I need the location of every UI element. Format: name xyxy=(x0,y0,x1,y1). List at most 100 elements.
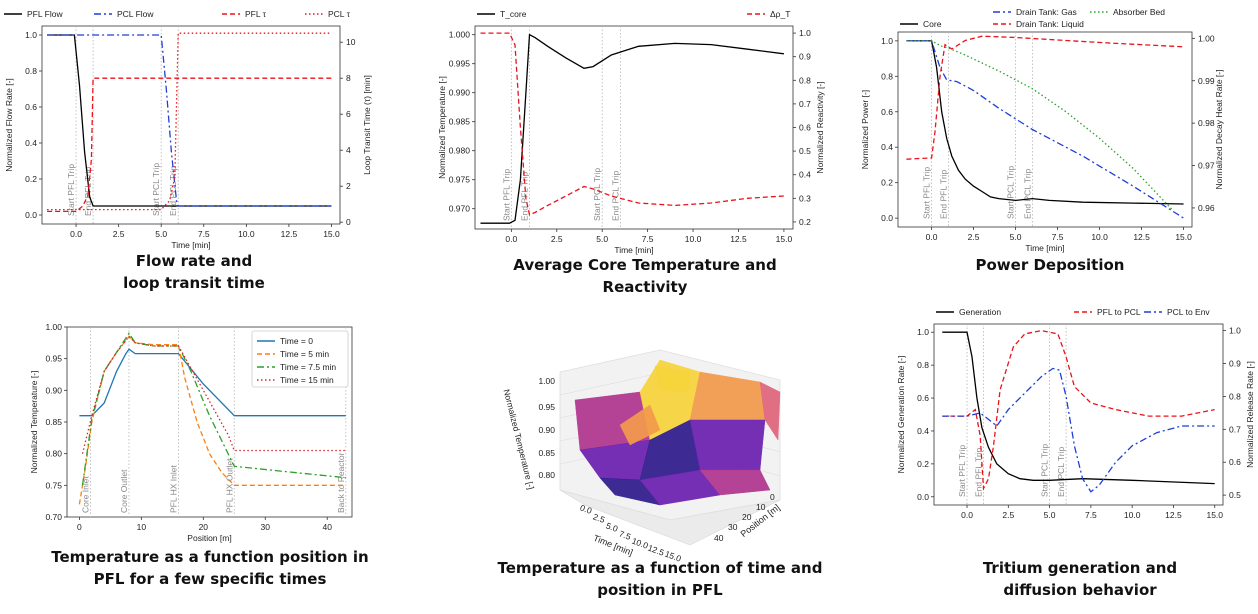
y2-tick-label: 0.3 xyxy=(799,193,811,203)
x-tick-label: 10.0 xyxy=(685,234,702,244)
legend-label: PCL τ xyxy=(328,9,351,19)
caption-tritium: Tritium generation and diffusion behavio… xyxy=(960,557,1200,601)
series-line-0 xyxy=(480,33,784,224)
y-tick-label: 0.6 xyxy=(881,107,893,117)
y2-axis-label: Normalized Release Rate [-] xyxy=(1245,361,1255,468)
legend-label: Time = 0 xyxy=(280,336,313,346)
surface-patch xyxy=(689,419,766,471)
series-line-0 xyxy=(906,40,1184,205)
x-tick-label: 5.0 xyxy=(1044,510,1056,520)
event-label: End PCL Trip xyxy=(610,170,620,221)
x-tick-label: 7.5 xyxy=(1085,510,1097,520)
y-tick-label: 0.6 xyxy=(25,102,37,112)
series-line-2 xyxy=(906,35,1184,160)
x-tick-label: 10.0 xyxy=(1091,232,1108,242)
event-label: Start PFL Trip xyxy=(922,167,932,219)
z-tick-label: 0.90 xyxy=(538,425,555,435)
event-label: End PCL Trip xyxy=(1022,168,1032,219)
event-label: End PCL Trip xyxy=(168,165,178,216)
series-line-3 xyxy=(47,32,332,211)
y2-tick-label: 0.8 xyxy=(1229,391,1241,401)
y-tick-label: 0.2 xyxy=(917,459,929,469)
y-tick-label: 0.90 xyxy=(45,385,62,395)
y2-tick-label: 0.7 xyxy=(799,99,811,109)
x-tick-label: 0 xyxy=(77,522,82,532)
y-tick-label: 0.985 xyxy=(449,117,471,127)
y2-tick-label: 0.96 xyxy=(1198,203,1215,213)
chart-position: Core Inlet Core Outlet PFL HX Inlet PFL HX … xyxy=(29,322,353,543)
x-tick-label: 12.5 xyxy=(281,229,298,239)
legend-label: Time = 7.5 min xyxy=(280,362,336,372)
y2-tick-label: 0.2 xyxy=(799,217,811,227)
legend-label: Time = 15 min xyxy=(280,375,334,385)
y2-tick-label: 0.5 xyxy=(1229,490,1241,500)
y-tick-label: 1.0 xyxy=(917,327,929,337)
event-label: PFL HX Inlet xyxy=(169,464,179,513)
surface-floor-pane xyxy=(559,489,781,546)
y2-tick-label: 0.4 xyxy=(799,170,811,180)
plot-frame xyxy=(41,25,341,225)
x-tick-label: 10.0 xyxy=(1124,510,1141,520)
y-tick-label: 0.6 xyxy=(917,393,929,403)
y2-tick-label: 0.97 xyxy=(1198,161,1215,171)
legend-label: PCL to Env xyxy=(1167,307,1210,317)
event-label: End PCL Trip xyxy=(1056,446,1066,497)
plot-frame xyxy=(897,31,1193,228)
series-line-0 xyxy=(942,331,1215,485)
x-axis-label: Time [min] xyxy=(614,245,653,255)
y-tick-label: 0.95 xyxy=(45,354,62,364)
series-line-2 xyxy=(942,367,1215,493)
y-tick-label: 1.00 xyxy=(45,322,62,332)
legend-label: T_core xyxy=(500,9,527,19)
z-tick-label: 0.95 xyxy=(538,402,555,412)
y2-tick-label: 0.9 xyxy=(799,52,811,62)
series-line-0 xyxy=(47,34,332,207)
y-tick-label: 1.0 xyxy=(881,36,893,46)
series-line-1 xyxy=(906,40,1184,219)
event-label: Start PCL Trip xyxy=(592,168,602,221)
y-tick-label: 0.0 xyxy=(25,210,37,220)
event-label: End PFL Trip xyxy=(520,171,530,221)
legend-label: PFL Flow xyxy=(27,9,63,19)
legend-box xyxy=(251,330,349,388)
chart-temp: Start PFL Trip End PFL Trip Start PCL Trip… xyxy=(437,9,825,255)
x-tick-label: 7.5 xyxy=(1052,232,1064,242)
x-tick-label: 2.5 xyxy=(551,234,563,244)
legend-label: Drain Tank: Gas xyxy=(1016,7,1077,17)
event-label: Core Outlet xyxy=(119,469,129,513)
y-tick-label: 0.85 xyxy=(45,417,62,427)
x-tick-label: 15.0 xyxy=(323,229,340,239)
x-tick-label: 5.0 xyxy=(1010,232,1022,242)
y-tick-label: 0.0 xyxy=(917,492,929,502)
x-tick-label: 7.5 xyxy=(198,229,210,239)
y-tick-label: 0.4 xyxy=(881,142,893,152)
x-tick-label: 12.5 xyxy=(1133,232,1150,242)
y-tick-label: 1.0 xyxy=(25,30,37,40)
y2-tick-label: 1.0 xyxy=(1229,326,1241,336)
event-label: Start PFL Trip xyxy=(66,164,76,216)
x-axis-label: Time [min] xyxy=(1025,243,1064,253)
x-tick-label: 5.0 xyxy=(605,520,620,534)
surface-patch xyxy=(759,381,781,441)
x-tick-label: 10 xyxy=(137,522,147,532)
y2-tick-label: 0.99 xyxy=(1198,76,1215,86)
x-tick-label: 40 xyxy=(322,522,332,532)
caption-tritium-line-2: diffusion behavior xyxy=(1003,581,1157,599)
caption-flow-line-2: loop transit time xyxy=(123,274,265,292)
y2-tick-label: 0.8 xyxy=(799,75,811,85)
series-line-0 xyxy=(79,348,346,417)
series-line-1 xyxy=(47,34,332,207)
series-line-2 xyxy=(47,77,332,213)
y-axis-label: Normalized Temperature [-] xyxy=(437,76,447,179)
y-tick-label: 0.0 xyxy=(881,213,893,223)
y-tick-label: 40 xyxy=(714,533,724,543)
x-tick-label: 2.5 xyxy=(1002,510,1014,520)
x-tick-label: 12.5 xyxy=(1165,510,1182,520)
legend-label: Δρ_T xyxy=(770,9,790,19)
x-axis-label: Time [min] xyxy=(171,240,210,250)
caption-surface-line-2: position in PFL xyxy=(597,581,723,599)
event-label: Start PCL Trip xyxy=(1040,444,1050,497)
caption-power: Power Deposition xyxy=(940,254,1160,276)
z-tick-label: 0.80 xyxy=(538,470,555,480)
z-axis-label: Normalized Temperature [-] xyxy=(502,388,537,490)
